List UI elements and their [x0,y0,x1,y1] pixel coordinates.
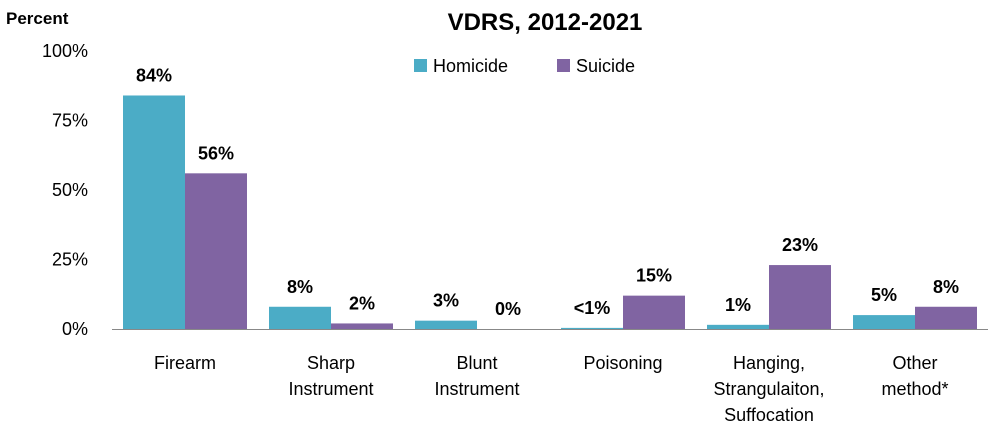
category-label: Hanging, [733,353,805,373]
category-label: Other [892,353,937,373]
y-tick-label: 25% [52,250,88,270]
data-labels: 84% 56% 8% 2% 3% 0% <1% 15% 1% 23% 5% 8% [136,65,959,319]
category-label: Suffocation [724,405,814,425]
legend-swatch-suicide [557,59,570,72]
bar-suicide-1 [331,323,393,329]
y-axis-title: Percent [6,9,69,28]
bar-homicide-4 [707,324,769,329]
data-label-homicide: 3% [433,291,459,311]
bar-homicide-0 [123,95,185,329]
data-label-homicide: 5% [871,285,897,305]
category-label: method* [881,379,948,399]
legend: Homicide Suicide [414,56,635,76]
chart-title: VDRS, 2012-2021 [448,9,643,36]
legend-label-homicide: Homicide [433,56,508,76]
data-label-homicide: 1% [725,295,751,315]
data-label-homicide: <1% [574,298,611,318]
y-tick-label: 75% [52,111,88,131]
data-label-suicide: 8% [933,277,959,297]
category-labels: Firearm Sharp Instrument Blunt Instrument Poi… [154,353,949,425]
bar-homicide-5 [853,315,915,329]
legend-label-suicide: Suicide [576,56,635,76]
category-label: Instrument [434,379,519,399]
y-tick-label: 100% [42,41,88,61]
y-tick-label: 0% [62,319,88,339]
category-label: Instrument [288,379,373,399]
data-label-suicide: 56% [198,143,234,163]
bar-homicide-2 [415,320,477,329]
bar-suicide-5 [915,306,977,329]
legend-swatch-homicide [414,59,427,72]
y-tick-label: 50% [52,180,88,200]
data-label-suicide: 2% [349,293,375,313]
category-label: Strangulaiton, [713,379,824,399]
bar-homicide-1 [269,306,331,329]
bar-suicide-3 [623,295,685,329]
data-label-homicide: 84% [136,65,172,85]
bars [123,95,977,329]
category-label: Blunt [456,353,497,373]
data-label-suicide: 0% [495,299,521,319]
data-label-suicide: 15% [636,266,672,286]
category-label: Firearm [154,353,216,373]
data-label-suicide: 23% [782,235,818,255]
category-label: Sharp [307,353,355,373]
bar-homicide-3 [561,327,623,329]
category-label: Poisoning [583,353,662,373]
bar-suicide-0 [185,173,247,329]
y-axis: 0% 25% 50% 75% 100% [42,41,88,339]
data-label-homicide: 8% [287,277,313,297]
bar-suicide-4 [769,265,831,329]
